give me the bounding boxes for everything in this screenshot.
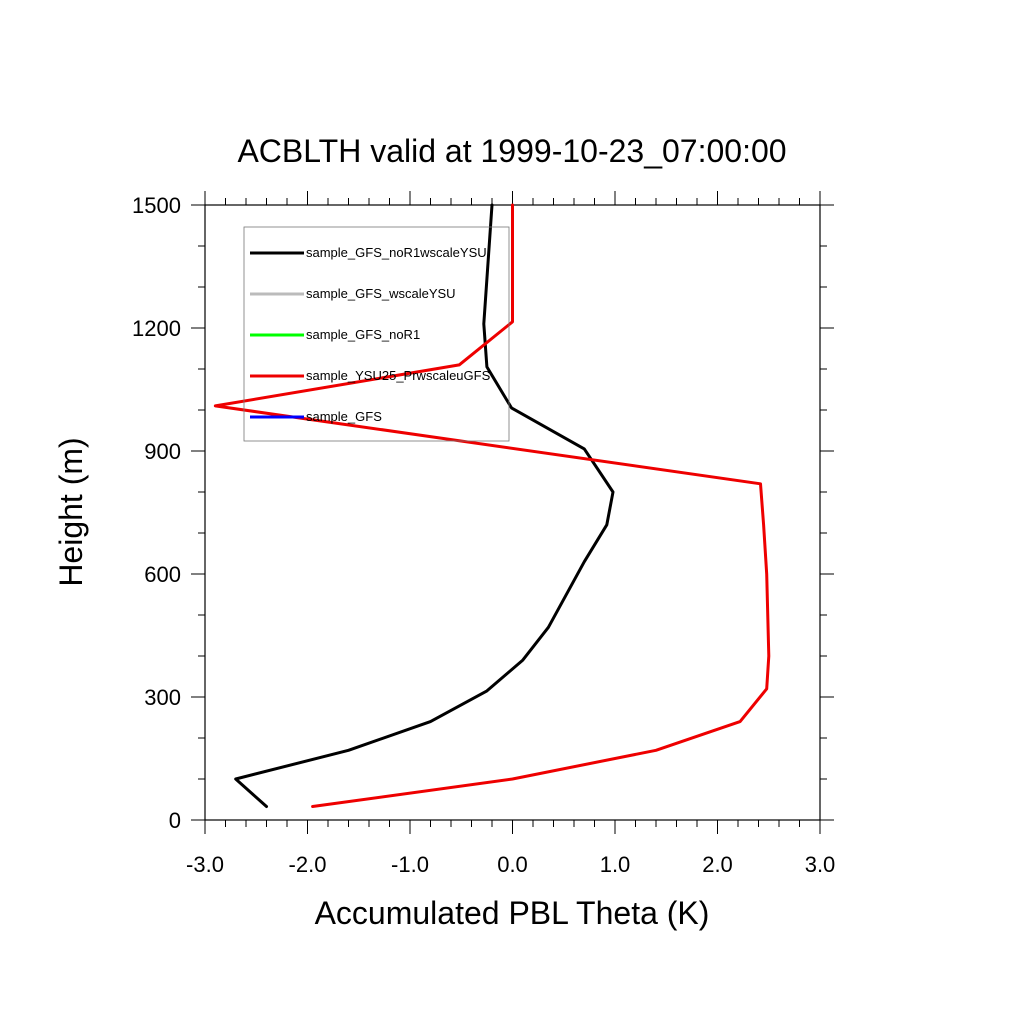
x-tick-label: 2.0 [702,852,733,877]
x-tick-label: -1.0 [391,852,429,877]
legend-label: sample_GFS_wscaleYSU [306,286,456,301]
legend-label: sample_GFS_noR1wscaleYSU [306,245,487,260]
series-line-sample_GFS_noR1wscaleYSU [234,203,615,808]
y-tick-label: 1200 [132,316,181,341]
plot-area: -3.0 -2.0 -1.0 0.0 1.0 2.0 3.0 0 300 600 900 1200 15… [132,191,835,877]
x-tick-label: 0.0 [497,852,528,877]
y-tick-label: 1500 [132,193,181,218]
legend-label: sample_GFS [306,409,382,424]
x-tick-label: -3.0 [186,852,224,877]
series-line-sample_YSU25_PrwscaleuGFS [213,203,771,808]
chart-title: ACBLTH valid at 1999-10-23_07:00:00 [237,133,786,169]
legend-label: sample_GFS_noR1 [306,327,420,342]
y-tick-label: 0 [169,808,181,833]
y-axis-title: Height (m) [53,437,89,586]
x-axis-title: Accumulated PBL Theta (K) [315,895,710,931]
x-tick-label: -2.0 [289,852,327,877]
legend-box [243,226,510,442]
y-tick-label: 600 [144,562,181,587]
x-tick-label: 3.0 [805,852,836,877]
legend: sample_GFS_noR1wscaleYSU sample_GFS_wscal… [243,226,510,442]
y-tick-label: 900 [144,439,181,464]
legend-label: sample_YSU25_PrwscaleuGFS [306,368,491,383]
y-tick-label: 300 [144,685,181,710]
x-tick-label: 1.0 [600,852,631,877]
